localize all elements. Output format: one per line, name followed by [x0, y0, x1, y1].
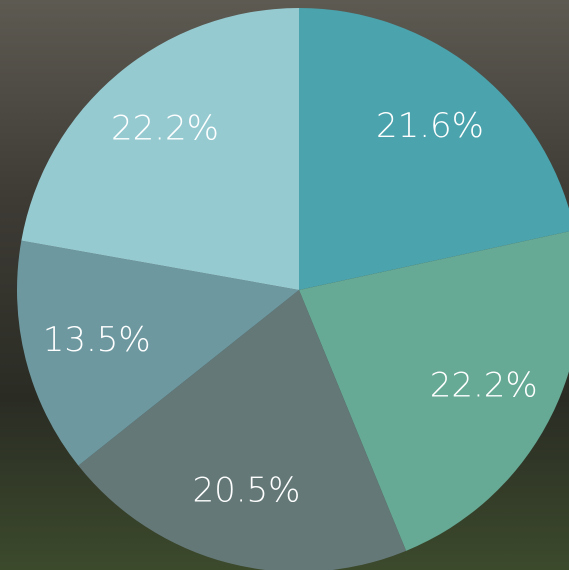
data-label: 22.2%: [111, 109, 219, 149]
pie-slice: [299, 231, 569, 551]
pie-slice: [21, 8, 300, 290]
data-label: 22.2%: [430, 366, 538, 406]
pie: 21.6% 22.2% 20.5% 13.5% 22.2%: [17, 8, 569, 570]
data-label: 21.6%: [376, 106, 484, 146]
pie-slice: [78, 290, 407, 570]
data-label: 20.5%: [192, 470, 300, 510]
pie-slice: [17, 240, 300, 466]
pie-slice: [299, 8, 569, 290]
data-label: 13.5%: [43, 320, 151, 360]
